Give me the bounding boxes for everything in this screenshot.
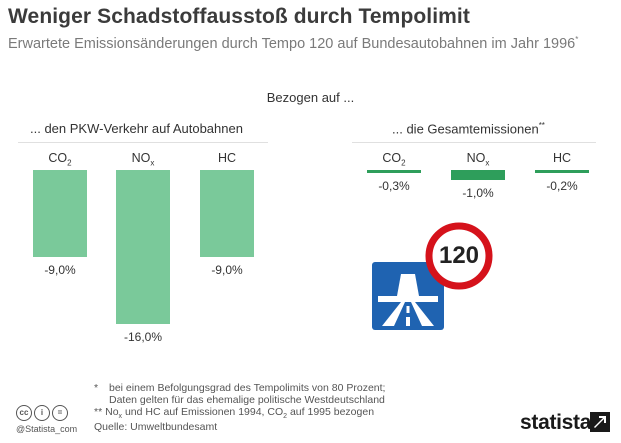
equal-icon: = xyxy=(52,404,68,421)
left-panel-title: ... den PKW-Verkehr auf Autobahnen xyxy=(30,121,243,136)
right-category-label: HC xyxy=(552,151,572,165)
right-panel-title: ... die Gesamtemissionen** xyxy=(392,121,545,137)
left-category-label: CO2 xyxy=(48,151,72,168)
autobahn-icon xyxy=(372,262,444,330)
right-category-label: CO2 xyxy=(382,151,406,168)
statista-arrow-icon xyxy=(590,412,610,432)
chart-title: Weniger Schadstoffausstoß durch Tempolim… xyxy=(8,5,470,28)
speed-limit-value: 120 xyxy=(438,242,480,269)
footnote-line-2: Daten gelten für das ehemalige politisch… xyxy=(109,394,385,406)
source-note: Quelle: Umweltbundesamt xyxy=(94,421,218,433)
statista-handle[interactable]: @Statista_com xyxy=(16,424,78,434)
left-category-label: HC xyxy=(217,151,237,165)
right-category-label: NOx xyxy=(466,151,490,168)
right-bar-co2 xyxy=(367,170,421,173)
left-bar-co2 xyxy=(33,170,87,257)
right-separator xyxy=(352,142,596,143)
by-icon: i xyxy=(34,404,50,421)
right-value-label: -0,3% xyxy=(378,179,410,193)
bezogen-label: Bezogen auf ... xyxy=(266,90,355,105)
cc-icon: cc xyxy=(16,404,32,421)
footnote-line-1: bei einem Befolgungsgrad des Tempolimits… xyxy=(109,382,386,394)
left-value-label: -9,0% xyxy=(44,262,76,277)
license-icons: cc i = xyxy=(16,404,70,422)
footnote-mark-1: * xyxy=(94,382,99,394)
left-bar-nox xyxy=(116,170,170,324)
left-separator xyxy=(18,142,268,143)
right-value-label: -1,0% xyxy=(462,185,494,200)
right-bar-hc xyxy=(535,170,589,173)
left-value-label: -16,0% xyxy=(123,330,163,344)
chart-subtitle: Erwartete Emissionsänderungen durch Temp… xyxy=(8,35,579,52)
statista-logo: statista xyxy=(520,411,592,434)
left-category-label: NOx xyxy=(131,151,155,168)
speed-limit-sign: 120 xyxy=(425,222,493,290)
left-bar-hc xyxy=(200,170,254,257)
right-bar-nox xyxy=(451,170,505,180)
right-value-label: -0,2% xyxy=(546,179,578,193)
footnote-line-3: ** Nox und HC auf Emissionen 1994, CO2 a… xyxy=(94,406,375,421)
left-value-label: -9,0% xyxy=(211,262,243,277)
